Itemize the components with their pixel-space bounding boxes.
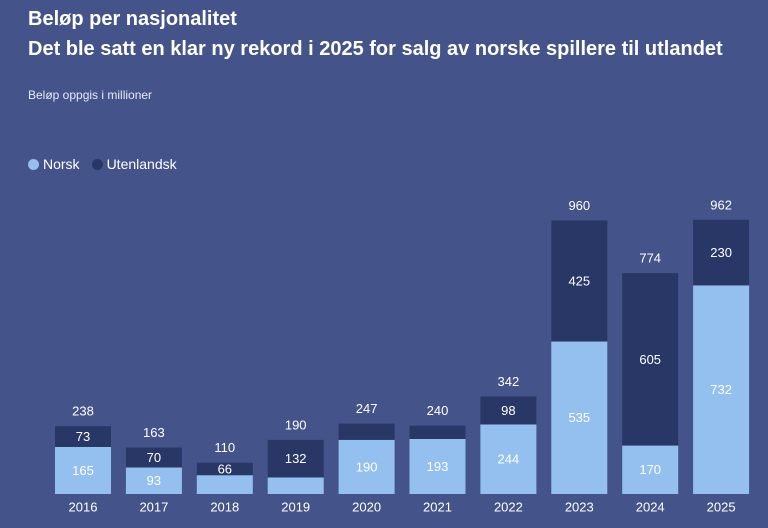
legend-swatch-utenlandsk xyxy=(91,158,103,170)
bar-norsk-2019 xyxy=(267,477,324,494)
bar-utenlandsk-2017 xyxy=(125,447,182,468)
value-label-utenlandsk-2024: 605 xyxy=(639,352,661,367)
value-label-utenlandsk-2019: 132 xyxy=(285,451,307,466)
bar-norsk-2024 xyxy=(622,445,679,494)
bar-utenlandsk-2023 xyxy=(551,220,608,342)
bar-norsk-2020 xyxy=(338,439,395,494)
x-tick-label-2019: 2019 xyxy=(281,499,310,514)
x-tick-label-2025: 2025 xyxy=(707,499,736,514)
bar-norsk-2021 xyxy=(409,438,466,494)
bar-norsk-2017 xyxy=(125,467,182,494)
value-label-norsk-2016: 165 xyxy=(72,463,94,478)
x-tick-label-2016: 2016 xyxy=(69,499,98,514)
total-label-2018: 110 xyxy=(214,440,235,455)
bar-utenlandsk-2024 xyxy=(622,273,679,446)
value-label-utenlandsk-2017: 70 xyxy=(147,450,161,465)
value-label-utenlandsk-2023: 425 xyxy=(568,273,590,288)
value-label-utenlandsk-2018: 66 xyxy=(218,461,232,476)
legend-label-norsk: Norsk xyxy=(43,156,80,172)
value-label-utenlandsk-2016: 73 xyxy=(76,429,90,444)
x-tick-label-2022: 2022 xyxy=(494,499,523,514)
bar-utenlandsk-2022 xyxy=(480,396,537,425)
value-label-norsk-2023: 535 xyxy=(568,410,590,425)
x-tick-label-2024: 2024 xyxy=(636,499,665,514)
total-label-2023: 960 xyxy=(568,198,590,213)
x-tick-label-2023: 2023 xyxy=(565,499,594,514)
x-tick-label-2020: 2020 xyxy=(352,499,381,514)
total-label-2025: 962 xyxy=(710,197,732,212)
legend-swatch-norsk xyxy=(28,158,39,170)
x-tick-label-2018: 2018 xyxy=(210,499,239,514)
legend-item-utenlandsk: Utenlandsk xyxy=(91,156,177,172)
total-label-2021: 240 xyxy=(427,403,449,418)
bar-utenlandsk-2021 xyxy=(409,425,466,439)
bar-norsk-2018 xyxy=(196,475,253,494)
bar-norsk-2022 xyxy=(480,424,537,494)
legend-item-norsk: Norsk xyxy=(28,156,80,172)
bar-utenlandsk-2019 xyxy=(267,439,324,478)
total-label-2019: 190 xyxy=(285,417,307,432)
total-label-2020: 247 xyxy=(356,401,378,416)
legend-label-utenlandsk: Utenlandsk xyxy=(106,156,177,172)
chart-subtitle: Det ble satt en klar ny rekord i 2025 fo… xyxy=(28,38,723,60)
total-label-2017: 163 xyxy=(143,425,165,440)
legend: Norsk Utenlandsk xyxy=(28,156,177,172)
value-label-norsk-2017: 93 xyxy=(147,473,161,488)
chart-title: Beløp per nasjonalitet xyxy=(28,8,237,30)
bar-norsk-2016 xyxy=(55,446,111,494)
x-tick-label-2017: 2017 xyxy=(139,499,168,514)
total-label-2022: 342 xyxy=(498,374,520,389)
value-label-norsk-2024: 170 xyxy=(639,462,661,477)
unit-note: Beløp oppgis i millioner xyxy=(28,88,153,102)
bar-norsk-2025 xyxy=(693,285,750,494)
value-label-utenlandsk-2022: 98 xyxy=(501,403,515,418)
total-label-2016: 238 xyxy=(72,404,94,419)
bar-norsk-2023 xyxy=(551,341,608,494)
value-label-utenlandsk-2025: 230 xyxy=(710,245,732,260)
bar-utenlandsk-2016 xyxy=(55,426,111,447)
value-label-norsk-2020: 190 xyxy=(356,459,378,474)
value-label-norsk-2025: 732 xyxy=(710,382,732,397)
value-label-norsk-2021: 193 xyxy=(427,459,449,474)
bar-utenlandsk-2020 xyxy=(338,423,395,440)
x-tick-label-2021: 2021 xyxy=(423,499,452,514)
bar-utenlandsk-2018 xyxy=(196,462,253,476)
total-label-2024: 774 xyxy=(639,251,661,266)
value-label-norsk-2022: 244 xyxy=(498,452,520,467)
bar-utenlandsk-2025 xyxy=(693,219,750,286)
